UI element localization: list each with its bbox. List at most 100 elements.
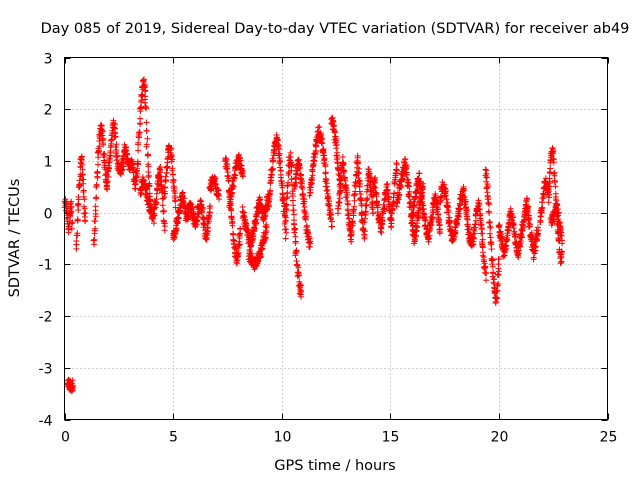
- data-point: [482, 166, 489, 173]
- data-point: [285, 179, 292, 186]
- data-point: [409, 213, 416, 220]
- data-point: [497, 230, 504, 237]
- data-point: [494, 295, 501, 302]
- data-point: [80, 180, 87, 187]
- data-point: [108, 140, 115, 147]
- data-point: [237, 157, 244, 164]
- data-point: [540, 195, 547, 201]
- data-point: [227, 196, 234, 203]
- data-point: [225, 177, 232, 184]
- data-point: [503, 234, 510, 241]
- y-tick-label: 2: [44, 103, 53, 119]
- data-point: [343, 189, 350, 196]
- data-point: [233, 260, 240, 267]
- data-point: [512, 233, 519, 240]
- data-point: [65, 229, 72, 236]
- y-axis-label: SDTVAR / TECUs: [7, 179, 23, 298]
- data-point: [350, 220, 356, 227]
- data-point: [457, 205, 464, 212]
- data-point: [275, 143, 282, 150]
- data-point: [527, 221, 533, 228]
- data-point: [475, 197, 482, 204]
- data-point: [429, 214, 436, 221]
- data-point: [489, 256, 496, 263]
- data-point: [299, 180, 305, 187]
- data-point: [426, 232, 433, 239]
- data-point: [266, 203, 272, 210]
- data-point: [311, 150, 318, 157]
- chart-title: Day 085 of 2019, Sidereal Day-to-day VTE…: [41, 21, 630, 37]
- data-point: [160, 207, 167, 214]
- data-point: [486, 209, 493, 216]
- data-point: [110, 120, 117, 127]
- data-point: [292, 226, 299, 233]
- data-point: [509, 214, 516, 221]
- data-point: [92, 225, 99, 232]
- data-point: [515, 250, 522, 257]
- data-point: [402, 166, 409, 173]
- data-point: [288, 161, 295, 168]
- data-point: [81, 205, 88, 212]
- data-point: [329, 218, 335, 225]
- data-point: [354, 152, 361, 159]
- data-point: [277, 157, 283, 164]
- data-point: [332, 133, 339, 140]
- data-point: [483, 269, 490, 276]
- data-point: [223, 156, 230, 163]
- data-point: [494, 271, 501, 278]
- data-point: [102, 166, 109, 173]
- data-point: [535, 224, 541, 231]
- data-point: [139, 92, 146, 99]
- data-point: [289, 191, 296, 197]
- data-point: [354, 159, 361, 166]
- x-tick-label: 5: [169, 430, 178, 446]
- data-point: [348, 227, 355, 234]
- data-point: [168, 156, 175, 163]
- data-point: [144, 135, 151, 142]
- data-point: [145, 174, 152, 180]
- data-point: [104, 186, 111, 193]
- data-point: [105, 168, 112, 175]
- data-point: [175, 215, 182, 222]
- data-point: [393, 161, 400, 168]
- data-point: [342, 177, 349, 184]
- data-point: [104, 179, 111, 186]
- data-point: [124, 150, 131, 157]
- data-point: [526, 217, 532, 224]
- y-tick-label: 1: [44, 155, 53, 171]
- data-point: [298, 288, 305, 295]
- data-point: [345, 201, 351, 208]
- data-point: [356, 183, 363, 190]
- data-point: [352, 183, 359, 190]
- data-point: [308, 174, 315, 181]
- data-point: [333, 145, 340, 152]
- data-point: [79, 176, 86, 183]
- data-point: [471, 230, 478, 237]
- data-point: [479, 244, 486, 251]
- data-point: [531, 250, 538, 257]
- data-point: [284, 183, 291, 190]
- data-point: [388, 216, 395, 223]
- data-point: [477, 217, 484, 224]
- data-point: [141, 76, 147, 83]
- data-point: [169, 165, 176, 172]
- data-point: [413, 228, 420, 235]
- data-point: [339, 154, 346, 160]
- data-point: [315, 124, 322, 131]
- data-point: [357, 181, 364, 187]
- data-point: [435, 206, 441, 212]
- data-point: [293, 170, 300, 177]
- data-point: [143, 127, 150, 134]
- data-point: [283, 201, 290, 208]
- data-point: [235, 253, 241, 260]
- data-point: [299, 185, 306, 192]
- data-point: [106, 159, 113, 166]
- data-point: [117, 171, 124, 178]
- data-point: [91, 236, 98, 243]
- data-point: [521, 214, 528, 221]
- y-tick-label: -1: [39, 258, 53, 274]
- data-point: [137, 121, 143, 127]
- data-point: [554, 202, 561, 209]
- data-point: [157, 167, 164, 174]
- data-point: [65, 223, 72, 230]
